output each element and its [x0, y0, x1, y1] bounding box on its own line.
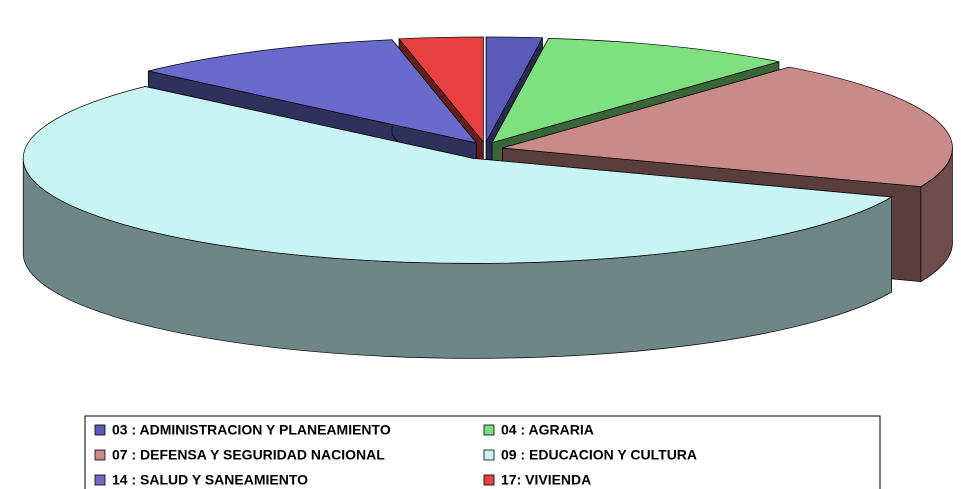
legend-label: 03 : ADMINISTRACION Y PLANEAMIENTO [112, 422, 391, 438]
legend-swatch [483, 449, 495, 461]
legend-swatch [94, 474, 106, 486]
slice [22, 86, 893, 264]
legend-swatch [94, 449, 106, 461]
slice [502, 66, 953, 187]
slice [398, 36, 484, 143]
legend-swatch [483, 474, 495, 486]
legend-swatch [94, 424, 106, 436]
slice [148, 39, 478, 144]
legend-label: 17: VIVIENDA [501, 472, 591, 488]
legend-label: 04 : AGRARIA [501, 422, 594, 438]
legend-label: 07 : DEFENSA Y SEGURIDAD NACIONAL [112, 447, 385, 463]
legend-label: 14 : SALUD Y SANEAMIENTO [112, 472, 308, 488]
legend-swatch [483, 424, 495, 436]
legend-box [84, 415, 881, 489]
legend-label: 09 : EDUCACION Y CULTURA [501, 447, 697, 463]
slice [485, 36, 544, 143]
slice [491, 38, 780, 144]
